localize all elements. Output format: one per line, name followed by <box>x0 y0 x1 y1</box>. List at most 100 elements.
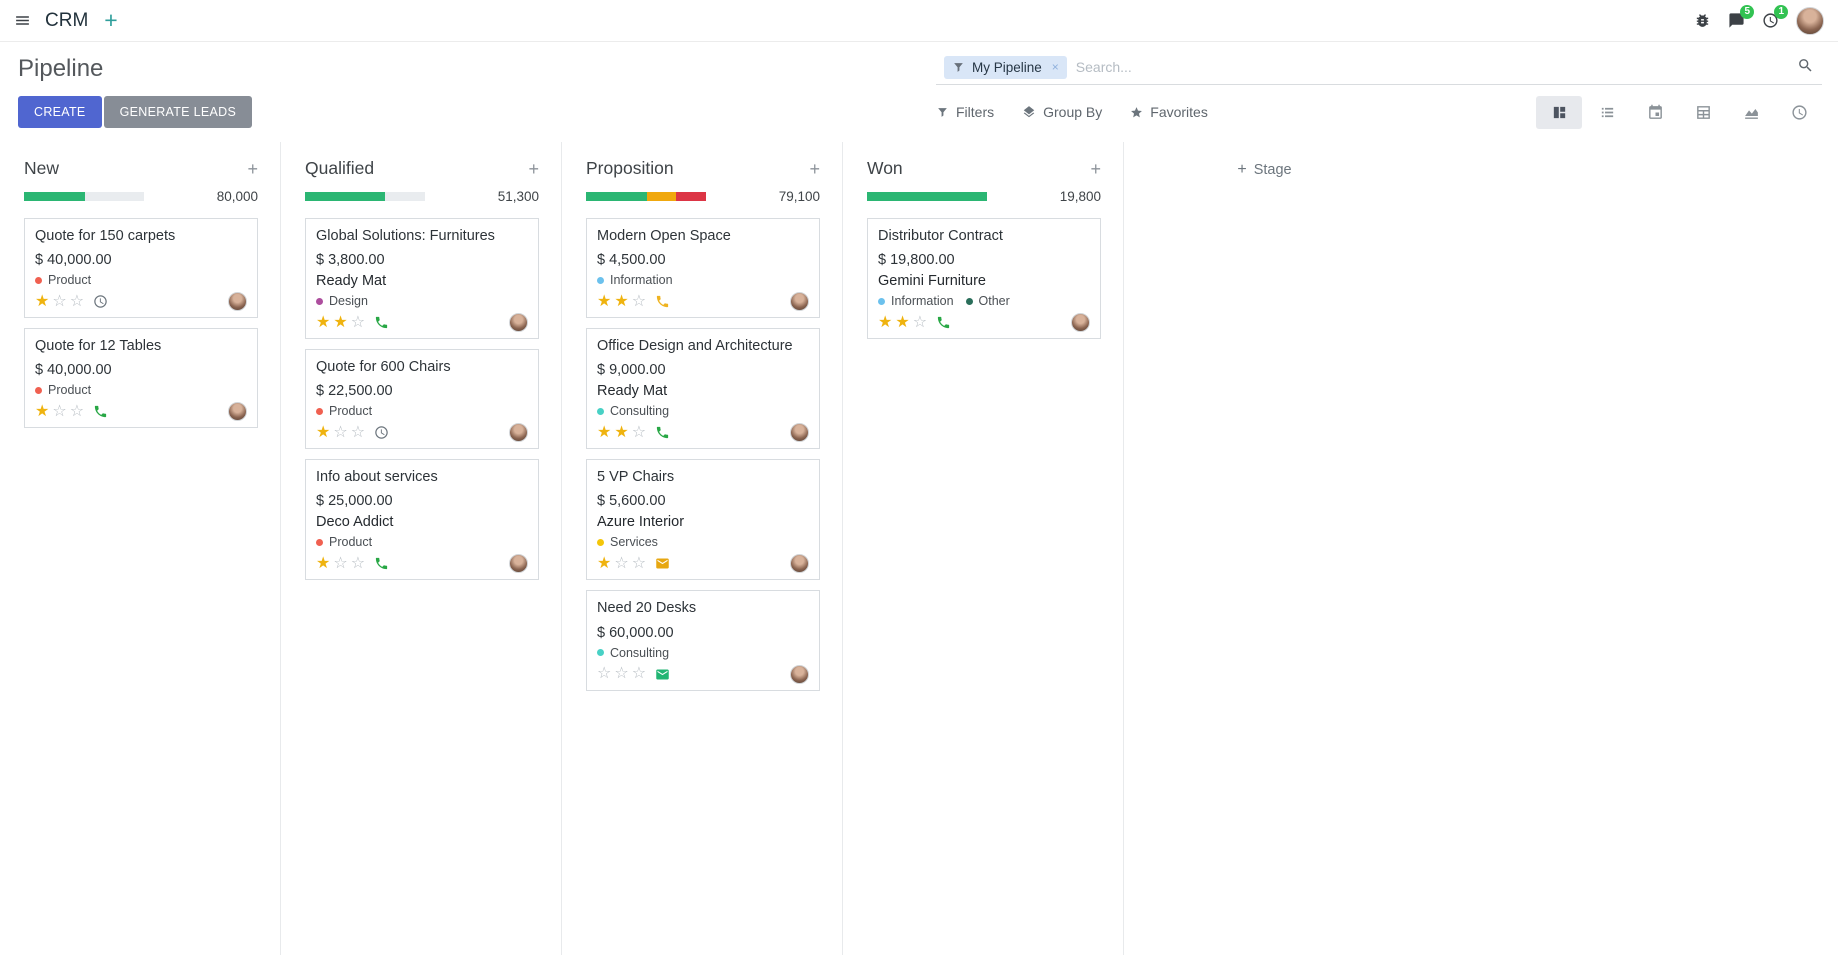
star-icon[interactable]: ☆ <box>631 423 647 441</box>
activity-button[interactable] <box>93 294 108 309</box>
priority-stars[interactable]: ★ ★ ☆ <box>878 313 928 331</box>
view-graph-button[interactable] <box>1728 96 1774 129</box>
search-facet[interactable]: My Pipeline × <box>944 55 1067 79</box>
star-icon[interactable]: ☆ <box>350 313 366 331</box>
activities-button[interactable]: 1 <box>1762 5 1788 29</box>
column-quick-create-button[interactable]: + <box>528 158 539 179</box>
view-list-button[interactable] <box>1584 96 1630 129</box>
user-menu-button[interactable] <box>1796 6 1824 35</box>
kanban-card[interactable]: 5 VP Chairs $ 5,600.00 Azure Interior Servi… <box>586 459 820 581</box>
priority-stars[interactable]: ★ ★ ☆ <box>316 313 366 331</box>
column-quick-create-button[interactable]: + <box>809 158 820 179</box>
star-icon[interactable]: ★ <box>316 554 331 572</box>
priority-stars[interactable]: ★ ★ ☆ <box>597 292 647 310</box>
column-quick-create-button[interactable]: + <box>1090 158 1101 179</box>
progress-segment[interactable] <box>586 192 648 201</box>
debug-button[interactable] <box>1694 12 1711 29</box>
star-icon[interactable]: ☆ <box>631 665 647 682</box>
kanban-card[interactable]: Modern Open Space $ 4,500.00 Information ★ ★… <box>586 218 820 319</box>
favorites-menu-button[interactable]: Favorites <box>1130 100 1208 124</box>
priority-stars[interactable]: ☆ ☆ ☆ <box>597 666 646 682</box>
column-progressbar[interactable] <box>305 192 425 201</box>
star-icon[interactable]: ★ <box>878 313 893 331</box>
star-icon[interactable]: ★ <box>35 402 50 420</box>
activity-button[interactable] <box>655 425 670 440</box>
activity-button[interactable] <box>655 667 670 682</box>
star-icon[interactable]: ☆ <box>52 292 67 310</box>
search-submit-button[interactable] <box>1797 57 1814 77</box>
facet-remove-icon[interactable]: × <box>1051 60 1059 74</box>
kanban-card[interactable]: Quote for 600 Chairs $ 22,500.00 Product ★ ☆… <box>305 349 539 450</box>
star-icon[interactable]: ☆ <box>631 554 647 572</box>
activity-button[interactable] <box>655 556 670 571</box>
progress-segment[interactable] <box>305 192 386 201</box>
progress-segment[interactable] <box>867 192 987 201</box>
search-input[interactable] <box>1075 59 1797 75</box>
star-icon[interactable]: ★ <box>333 313 348 331</box>
column-title: Qualified <box>305 158 375 178</box>
progress-segment[interactable] <box>647 192 676 201</box>
apps-menu-button[interactable] <box>14 12 31 29</box>
kanban-card[interactable]: Quote for 12 Tables $ 40,000.00 Product ★ ☆ ☆ <box>24 328 258 429</box>
star-icon[interactable]: ☆ <box>69 402 85 420</box>
star-icon[interactable]: ☆ <box>912 313 928 331</box>
star-icon[interactable]: ★ <box>316 313 331 331</box>
priority-stars[interactable]: ★ ★ ☆ <box>597 423 647 441</box>
star-icon[interactable]: ★ <box>614 292 629 310</box>
star-icon[interactable]: ☆ <box>631 292 647 310</box>
star-icon[interactable]: ☆ <box>52 402 67 420</box>
priority-stars[interactable]: ★ ☆ ☆ <box>35 292 85 310</box>
view-kanban-button[interactable] <box>1536 95 1582 129</box>
star-icon[interactable]: ★ <box>895 313 910 331</box>
star-icon[interactable]: ☆ <box>333 554 348 572</box>
kanban-card[interactable]: Info about services $ 25,000.00 Deco Addic… <box>305 459 539 581</box>
kanban-card[interactable]: Global Solutions: Furnitures $ 3,800.00 Re… <box>305 218 539 340</box>
view-activity-button[interactable] <box>1776 96 1822 129</box>
kanban-card[interactable]: Office Design and Architecture $ 9,000.00… <box>586 328 820 450</box>
add-stage-button[interactable]: + Stage <box>1237 162 1291 179</box>
activity-button[interactable] <box>936 315 951 330</box>
progress-segment[interactable] <box>675 192 706 201</box>
star-icon[interactable]: ☆ <box>614 554 629 572</box>
star-icon[interactable]: ★ <box>597 554 612 572</box>
filters-menu-button[interactable]: Filters <box>936 100 994 124</box>
star-icon[interactable]: ☆ <box>614 665 629 682</box>
priority-stars[interactable]: ★ ☆ ☆ <box>316 554 366 572</box>
column-progressbar[interactable] <box>867 192 987 201</box>
star-icon[interactable]: ★ <box>597 423 612 441</box>
priority-stars[interactable]: ★ ☆ ☆ <box>597 554 647 572</box>
priority-stars[interactable]: ★ ☆ ☆ <box>35 402 85 420</box>
activity-button[interactable] <box>93 404 108 419</box>
activity-button[interactable] <box>374 556 389 571</box>
quick-add-button[interactable]: + <box>104 7 118 33</box>
star-icon[interactable]: ☆ <box>350 554 366 572</box>
tag-label: Product <box>329 404 373 419</box>
kanban-card[interactable]: Quote for 150 carpets $ 40,000.00 Product ★… <box>24 218 258 319</box>
column-progressbar[interactable] <box>24 192 144 201</box>
search-bar[interactable]: My Pipeline × <box>936 52 1822 85</box>
group-by-menu-button[interactable]: Group By <box>1022 100 1102 124</box>
activity-button[interactable] <box>374 425 389 440</box>
activity-button[interactable] <box>655 294 670 309</box>
star-icon[interactable]: ☆ <box>597 665 612 682</box>
star-icon[interactable]: ☆ <box>69 292 85 310</box>
kanban-card[interactable]: Distributor Contract $ 19,800.00 Gemini Fu… <box>867 218 1101 340</box>
column-progressbar[interactable] <box>586 192 706 201</box>
kanban-card[interactable]: Need 20 Desks $ 60,000.00 Consulting ☆ ☆ ☆ <box>586 590 820 691</box>
view-pivot-button[interactable] <box>1680 96 1726 129</box>
messages-button[interactable]: 5 <box>1728 5 1754 29</box>
column-quick-create-button[interactable]: + <box>247 158 258 179</box>
activity-button[interactable] <box>374 315 389 330</box>
generate-leads-button[interactable]: GENERATE LEADS <box>103 95 253 129</box>
star-icon[interactable]: ☆ <box>333 423 348 441</box>
create-button[interactable]: CREATE <box>18 95 102 129</box>
priority-stars[interactable]: ★ ☆ ☆ <box>316 423 366 441</box>
view-calendar-button[interactable] <box>1632 96 1678 129</box>
star-icon[interactable]: ★ <box>316 423 331 441</box>
star-icon[interactable]: ★ <box>614 423 629 441</box>
star-icon[interactable]: ★ <box>597 292 612 310</box>
star-icon[interactable]: ★ <box>35 292 50 310</box>
app-name[interactable]: CRM <box>45 9 89 31</box>
progress-segment[interactable] <box>24 192 86 201</box>
star-icon[interactable]: ☆ <box>350 423 366 441</box>
